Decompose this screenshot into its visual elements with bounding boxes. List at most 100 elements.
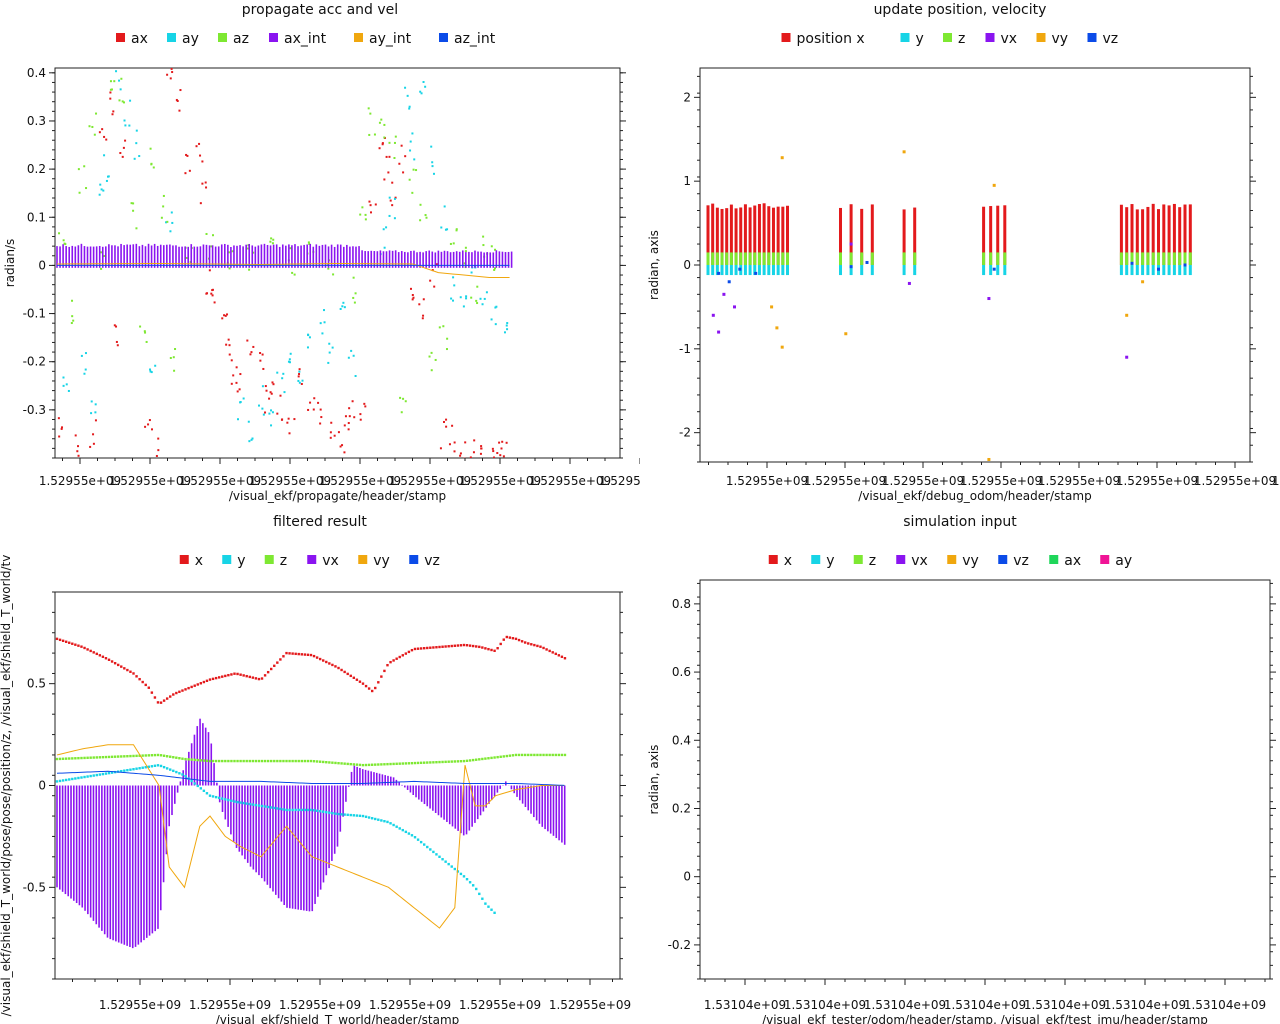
data-point [511, 470, 513, 472]
x-tick-label: 1.52955e+09 [459, 474, 541, 488]
data-point [86, 775, 89, 778]
z-bar [734, 252, 738, 265]
data-point [503, 331, 506, 334]
data-point [126, 755, 129, 758]
data-point [165, 755, 169, 758]
data-point [236, 672, 239, 676]
data-point [270, 409, 273, 412]
data-point [416, 838, 420, 841]
data-point [442, 325, 445, 328]
position-x-bar [860, 208, 864, 265]
data-point [211, 677, 215, 681]
data-point [451, 424, 454, 427]
x-tick-label: 1.52955e+09 [279, 998, 361, 1012]
data-point [128, 124, 131, 127]
data-point [242, 397, 245, 400]
y-tick-label: 0.2 [27, 162, 46, 176]
y-tick-label: 2 [683, 90, 691, 104]
data-point [429, 646, 432, 649]
x-tick-label: 1.52955e+09 [99, 998, 181, 1012]
y-bar [982, 265, 986, 276]
z-bar [902, 252, 906, 265]
data-point [223, 314, 226, 317]
data-point [58, 757, 62, 761]
data-point [202, 789, 206, 792]
data-point [505, 441, 508, 444]
data-point [717, 271, 721, 275]
data-point [388, 196, 391, 199]
data-point [419, 647, 423, 650]
data-point [499, 642, 502, 646]
data-point [374, 817, 377, 821]
data-point [430, 351, 433, 354]
data-point [260, 759, 264, 763]
data-point [331, 761, 334, 764]
data-point [175, 756, 178, 759]
data-point [493, 456, 496, 458]
data-point [135, 754, 138, 758]
data-point [346, 813, 349, 817]
data-point [331, 663, 334, 667]
data-point [279, 394, 282, 397]
data-point [551, 753, 554, 757]
data-point [1125, 355, 1129, 359]
y-bar [776, 265, 780, 276]
data-point [178, 757, 181, 760]
y-bar [1141, 265, 1145, 276]
x-tick-label: 1.53104e+09 [1104, 998, 1186, 1012]
plot-frame [699, 579, 1271, 980]
data-point [210, 292, 213, 295]
position-x-bar [753, 205, 757, 265]
data-point [208, 269, 211, 272]
data-point [388, 141, 391, 144]
data-point [111, 113, 114, 116]
y-bar [1146, 265, 1150, 276]
data-point [170, 68, 173, 70]
data-point [465, 644, 469, 647]
data-point [133, 157, 136, 160]
data-point [499, 755, 502, 758]
data-point [181, 689, 184, 692]
data-point [248, 675, 251, 679]
data-point [247, 420, 250, 423]
position-x-bar [982, 206, 986, 265]
data-point [348, 415, 351, 418]
data-point [476, 302, 479, 305]
data-point [358, 814, 362, 818]
legend-item-vx: vx [985, 31, 1017, 47]
data-point [288, 652, 291, 655]
data-point [386, 820, 389, 824]
data-point [307, 241, 310, 244]
data-point [199, 202, 202, 205]
data-point [141, 766, 144, 769]
data-point [281, 418, 284, 421]
data-point [104, 755, 108, 759]
position-x-bar [767, 206, 771, 265]
data-point [144, 754, 147, 757]
data-point [404, 400, 407, 403]
data-point [105, 138, 108, 141]
data-point [272, 383, 275, 386]
position-x-bar [1125, 207, 1129, 265]
position-x-bar [1178, 207, 1182, 265]
data-point [149, 370, 152, 373]
data-point [514, 753, 518, 757]
data-point [62, 376, 65, 379]
data-point [64, 640, 68, 643]
data-point [287, 417, 290, 420]
data-point [493, 756, 496, 759]
data-point [105, 179, 108, 182]
data-point [380, 118, 383, 121]
x-axis-label: /visual_ekf_tester/odom/header/stamp, /v… [762, 1013, 1208, 1024]
data-point [169, 230, 172, 233]
data-point [165, 697, 169, 700]
z-bar [767, 252, 771, 265]
data-point [162, 699, 166, 702]
data-point [344, 415, 347, 418]
data-point [413, 761, 417, 765]
legend-item-y: y [900, 31, 924, 47]
legend-item-vz: vz [1087, 31, 1118, 47]
data-point [374, 763, 377, 766]
data-point [118, 99, 121, 102]
data-point [301, 379, 304, 382]
